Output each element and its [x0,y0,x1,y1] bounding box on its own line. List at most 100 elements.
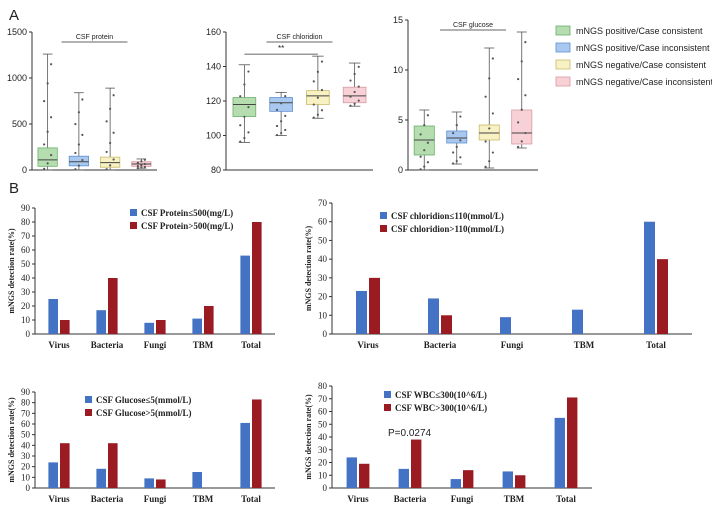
sample-point [316,70,319,73]
bar-fungi-series-1 [144,322,154,334]
sample-point [426,161,429,164]
y-tick-label: 30 [21,451,31,461]
y-tick-label: 0 [323,483,328,493]
sample-point [349,79,352,82]
y-tick-label: 30 [318,445,328,455]
sample-point [423,124,426,127]
sample-point [275,124,279,128]
sample-point [247,105,250,109]
y-tick-label: 50 [21,259,31,269]
sample-point [136,165,139,168]
x-tick-label: Total [556,494,576,504]
sample-point [484,140,487,143]
sample-point [280,131,283,135]
sample-point [43,100,46,103]
legend-label: CSF Protein>500(mg/L) [141,221,233,231]
sample-point [43,143,46,146]
y-tick-label: 1000 [7,73,27,83]
y-tick-label: 30 [318,273,328,283]
y-tick-label: 60 [318,407,328,417]
legend-swatch [85,409,92,416]
panel-label-a: A [9,7,19,24]
sample-point [109,107,112,110]
sample-point [517,77,520,81]
box-3 [306,55,330,119]
y-tick-label: 70 [21,231,31,241]
bar-tbm-series-1 [192,472,202,488]
sample-point [312,116,315,119]
x-tick-label: Fungi [501,340,524,350]
sample-point [239,124,242,127]
box-iqr [37,147,58,167]
sample-point [452,162,455,165]
sample-point [459,139,462,142]
legend-swatch [380,225,387,232]
box-1 [232,64,257,143]
y-tick-label: 50 [21,430,31,440]
sample-point [275,133,279,137]
sample-point [243,83,246,86]
sample-point [320,109,324,112]
sample-point [357,85,360,88]
box-iqr [232,97,257,117]
x-tick-label: Virus [347,494,369,504]
sample-point [143,165,146,169]
y-tick-label: 120 [206,96,221,106]
sample-point [357,99,360,102]
y-tick-label: 20 [318,458,328,468]
legend-swatch [380,212,387,219]
sample-point [43,167,46,170]
box-3 [100,87,121,171]
y-tick-label: 70 [318,198,328,208]
x-tick-label: Bacteria [394,494,427,504]
sample-point [280,120,283,123]
sample-point [349,104,352,107]
sample-point [316,96,319,99]
sample-point [140,164,143,167]
chart-title: CSF chloridion [277,34,323,41]
bar-virus-series-2 [369,277,380,334]
sample-point [280,102,283,105]
bar-bacteria-series-1 [96,310,106,334]
x-tick-label: TBM [193,494,214,504]
sample-point [143,158,146,161]
box-2 [269,91,293,137]
bar-total-series-1 [554,417,565,488]
bar-bacteria-series-1 [398,468,409,488]
bar-virus-series-2 [60,443,70,488]
bar-total-series-1 [644,221,655,334]
p-value-note: P=0.0274 [388,428,432,439]
sample-point [77,143,80,146]
legend-swatch [555,76,571,87]
x-tick-label: Virus [357,340,379,350]
bar-chart-1: 0 10 20 30 40 50 60 70 80 90 mNGS detection rate(%… [7,203,275,350]
bar-tbm-series-2 [204,306,214,334]
box-iqr [446,130,468,144]
sample-point [459,115,462,118]
sample-point [488,160,491,163]
y-tick-label: 10 [393,65,403,75]
sample-point [50,153,53,157]
sample-point [517,121,520,124]
sample-point [50,116,53,119]
sample-point [284,95,287,98]
legend-label: mNGS positive/Case inconsistent [576,43,710,53]
sample-point [74,151,77,155]
y-tick-label: 20 [21,462,31,472]
sample-point [320,88,324,92]
legend-label: CSF WBC≤300(10^6/L) [395,390,487,400]
box-4 [511,31,533,149]
y-axis-title: mNGS detection rate(%) [7,228,16,314]
sample-point [275,108,279,111]
sample-point [353,72,356,76]
x-tick-label: Fungi [144,494,167,504]
bar-total-series-1 [240,255,250,334]
bar-total-series-2 [567,397,578,488]
sample-point [353,102,356,105]
sample-point [105,150,108,154]
sample-point [105,120,108,123]
legend-swatch [384,404,391,411]
sample-point [109,141,112,145]
y-tick-label: 50 [318,419,328,429]
y-axis-title: mNGS detection rate(%) [304,394,313,480]
